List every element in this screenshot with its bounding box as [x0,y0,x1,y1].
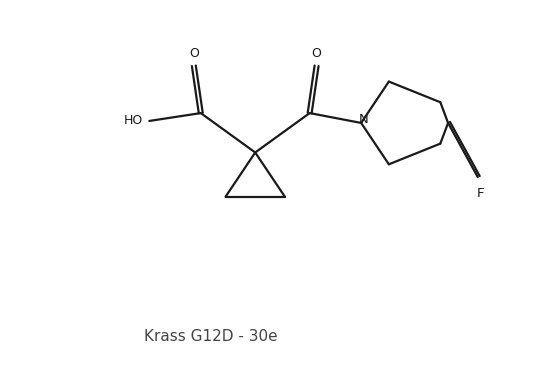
Text: F: F [477,187,485,200]
Text: O: O [189,47,199,60]
Text: O: O [312,47,321,60]
Text: HO: HO [124,115,143,127]
Text: Krass G12D - 30e: Krass G12D - 30e [144,329,278,344]
Text: N: N [358,113,368,127]
